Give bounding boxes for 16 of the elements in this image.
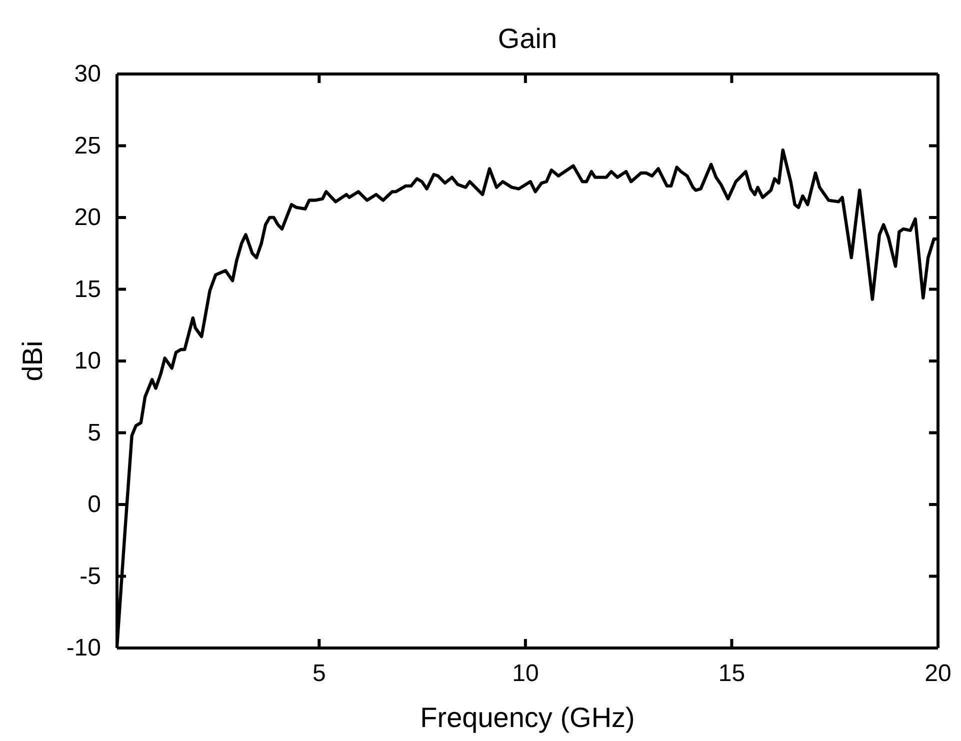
y-tick-label: 30 <box>74 60 101 88</box>
x-tick-label: 5 <box>312 660 326 688</box>
y-tick-label: 5 <box>88 419 101 446</box>
x-tick-label: 10 <box>512 660 539 688</box>
x-tick-label: 15 <box>718 660 746 688</box>
y-tick-label: 25 <box>74 132 101 160</box>
y-tick-label: -5 <box>80 562 101 590</box>
x-tick-label: 20 <box>924 660 952 688</box>
chart-title: Gain <box>498 23 558 54</box>
y-tick-label: 20 <box>74 204 101 232</box>
y-tick-label: -10 <box>66 634 101 662</box>
y-tick-label: 15 <box>74 276 101 303</box>
y-axis-title: dBi <box>17 340 48 382</box>
x-axis-title: Frequency (GHz) <box>420 702 635 733</box>
y-tick-label: 10 <box>74 348 101 375</box>
y-tick-label: 0 <box>88 491 101 518</box>
